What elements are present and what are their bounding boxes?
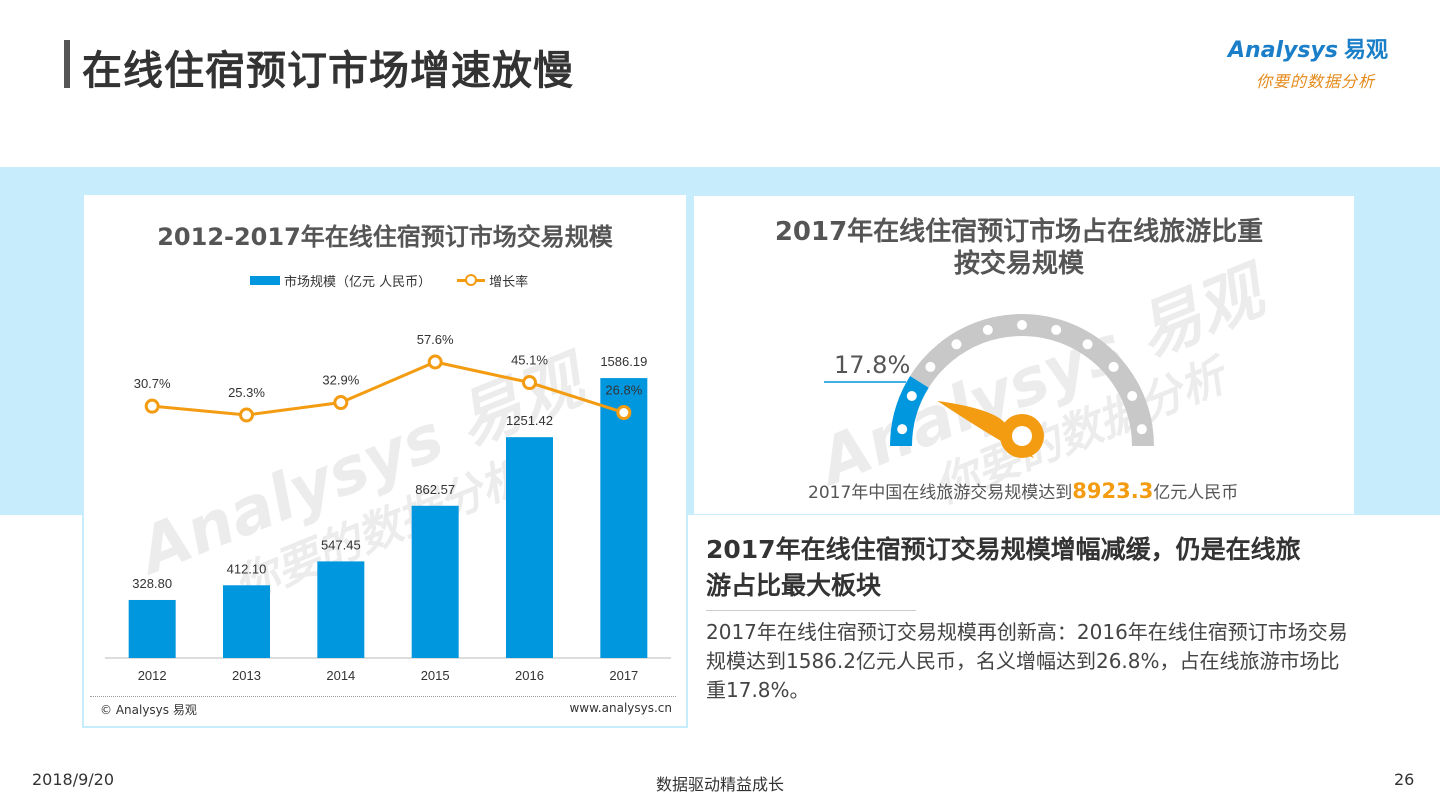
gauge-tick-dot	[897, 424, 908, 435]
logo-cn: 易观	[1343, 38, 1388, 63]
bar-2014	[317, 561, 365, 658]
x-tick-2013: 2013	[232, 668, 261, 683]
gauge-tick-dot	[982, 324, 993, 335]
page-number: 26	[1394, 770, 1415, 789]
gauge-tick-dot	[1017, 320, 1027, 330]
insight-title: 2017年在线住宿预订交易规模增幅减缓，仍是在线旅游占比最大板块	[706, 535, 1301, 600]
gauge-tick-dot	[1136, 424, 1147, 435]
gauge-value-arc	[890, 375, 929, 446]
growth-point-2012	[144, 398, 160, 414]
gauge-tick-dot	[1127, 391, 1138, 402]
bar-2013	[223, 585, 270, 658]
gauge-tick-dot	[1051, 324, 1062, 335]
bar-label-2013: 412.10	[227, 561, 267, 576]
insight-body: 2017年在线住宿预订交易规模再创新高：2016年在线住宿预订市场交易规模达到1…	[706, 620, 1348, 702]
chart-website: www.analysys.cn	[569, 701, 672, 715]
gauge-tick-dot	[951, 339, 962, 350]
logo-en: Analysys	[1228, 38, 1338, 63]
growth-point-2014	[333, 395, 349, 411]
insight-divider	[706, 610, 916, 611]
footer-date: 2018/9/20	[32, 770, 115, 789]
growth-point-2013	[239, 407, 254, 423]
gauge-title: 2017年在线住宿预订市场占在线旅游比重 按交易规模	[694, 216, 1344, 280]
growth-point-2016	[522, 375, 537, 391]
bar-label-2016: 1251.42	[506, 413, 553, 428]
growth-point-2017	[616, 405, 632, 421]
gauge-tick-dot	[1082, 339, 1093, 350]
bar-label-2012: 328.80	[132, 576, 172, 591]
gauge-title-line2: 按交易规模	[953, 249, 1084, 279]
bar-2012	[128, 599, 176, 658]
gauge-caption: 2017年中国在线旅游交易规模达到8923.3亿元人民币	[808, 478, 1238, 503]
bar-2016	[506, 437, 553, 658]
chart-footer-divider	[90, 696, 676, 697]
x-tick-2015: 2015	[421, 668, 450, 683]
gauge-tick-dot	[1108, 361, 1119, 372]
chart-copyright: © Analysys 易观	[100, 703, 197, 717]
logo-main: Analysys 易观	[1228, 32, 1388, 64]
bar-2015	[411, 505, 459, 658]
gauge-remainder-arc	[910, 314, 1154, 446]
page-title: 在线住宿预订市场增速放慢	[82, 48, 574, 94]
x-tick-2014: 2014	[326, 668, 355, 683]
x-tick-2012: 2012	[138, 668, 167, 683]
x-tick-2016: 2016	[515, 668, 544, 683]
share-gauge-panel: 2017年在线住宿预订市场占在线旅游比重 按交易规模 Analysys 易观 你…	[694, 196, 1354, 514]
caption-value: 8923.3	[1072, 479, 1154, 503]
analysys-logo: Analysys 易观 你要的数据分析	[1228, 32, 1408, 92]
legend-bar-swatch	[250, 276, 280, 285]
growth-label-2014: 32.9%	[322, 373, 359, 388]
gauge-tick-dot	[906, 391, 917, 402]
growth-label-2012: 30.7%	[134, 376, 171, 391]
legend-line-label: 增长率	[489, 275, 529, 290]
growth-label-2017: 26.8%	[605, 383, 642, 398]
bar-label-2015: 862.57	[415, 482, 455, 497]
gauge-title-line1: 2017年在线住宿预订市场占在线旅游比重	[774, 217, 1264, 247]
gauge-hub-center	[1012, 426, 1032, 446]
growth-label-2013: 25.3%	[228, 385, 265, 400]
caption-prefix: 2017年中国在线旅游交易规模达到	[808, 483, 1073, 503]
gauge-percent-label: 17.8%	[834, 351, 911, 379]
chart-legend: 市场规模（亿元 人民币） 增长率	[250, 271, 528, 290]
caption-suffix: 亿元人民币	[1153, 483, 1239, 503]
growth-label-2015: 57.6%	[417, 332, 454, 347]
gauge-tick-dot	[925, 361, 936, 372]
combo-chart-svg: 328.80 2012 412.10 2013 547.45 2014 862.57 2015…	[105, 332, 671, 683]
growth-rate-line	[152, 360, 625, 417]
legend-line-swatch	[457, 274, 486, 286]
chart-title: 2012-2017年在线住宿预订市场交易规模	[157, 223, 613, 251]
gauge-svg	[824, 314, 1154, 458]
market-scale-chart-panel: 2012-2017年在线住宿预订市场交易规模 市场规模（亿元 人民币） 增长率 …	[82, 193, 688, 728]
x-tick-2017: 2017	[609, 668, 638, 683]
growth-point-2015	[427, 354, 443, 370]
legend-bar-label: 市场规模（亿元 人民币）	[284, 275, 432, 290]
title-accent-bar	[64, 40, 70, 88]
bar-label-2014: 547.45	[321, 537, 361, 552]
logo-slogan: 你要的数据分析	[1256, 72, 1376, 91]
bar-label-2017: 1586.19	[600, 354, 647, 369]
growth-label-2016: 45.1%	[511, 353, 548, 368]
bar-2017	[600, 378, 648, 658]
footer-slogan: 数据驱动精益成长	[655, 775, 784, 794]
